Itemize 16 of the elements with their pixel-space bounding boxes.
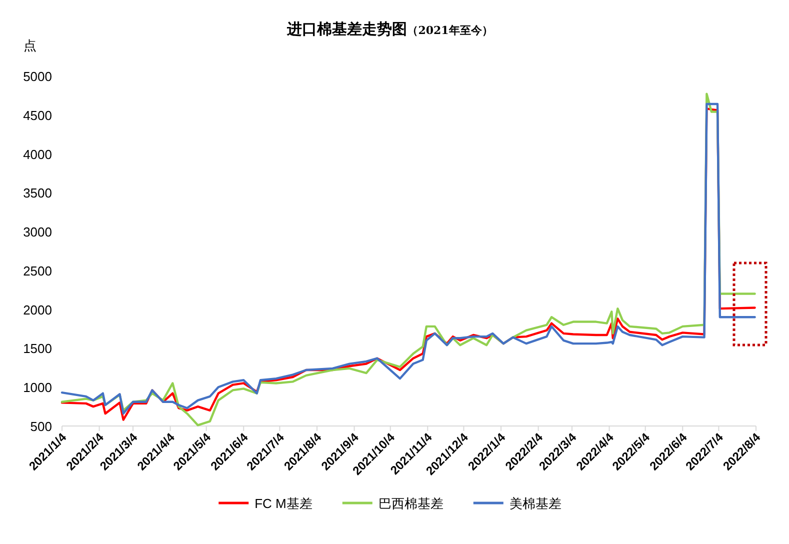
y-tick-label: 500 (30, 419, 52, 434)
chart-title: 进口棉基差走势图 (286, 20, 408, 38)
y-tick-label: 3500 (23, 186, 52, 201)
y-tick-label: 4000 (23, 146, 52, 162)
legend-label: 巴西棉基差 (378, 496, 444, 511)
y-axis-title: 点 (24, 38, 36, 53)
y-tick-label: 3000 (23, 224, 52, 240)
chart-subtitle: （2021年至今） (407, 24, 493, 37)
legend-label: FC M基差 (254, 496, 312, 511)
y-tick-label: 5000 (23, 69, 52, 84)
y-tick-label: 1500 (23, 341, 52, 356)
y-tick-label: 1000 (23, 380, 52, 396)
y-tick-label: 2000 (23, 302, 52, 318)
legend-label: 美棉基差 (509, 496, 562, 511)
y-tick-label: 4500 (23, 108, 52, 123)
y-tick-label: 2500 (23, 263, 52, 278)
